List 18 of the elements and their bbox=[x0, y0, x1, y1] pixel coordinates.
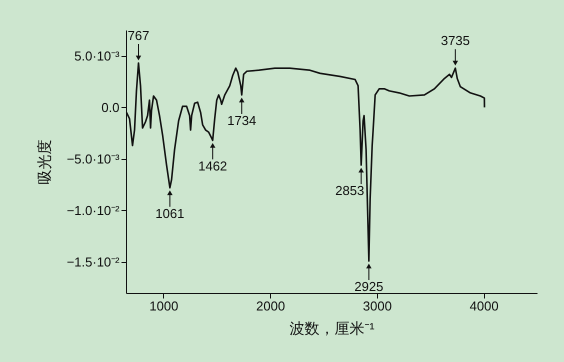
annotation: 1734 bbox=[227, 112, 256, 128]
annotation: 2853 bbox=[335, 183, 364, 198]
annotation: 1061 bbox=[155, 206, 184, 221]
x-tick-label: 1000 bbox=[149, 298, 178, 314]
y-tick-label: 0.0 bbox=[101, 100, 120, 115]
y-axis-title: 吸光度 bbox=[36, 140, 54, 184]
x-tick-label: 2000 bbox=[256, 298, 286, 314]
annotation: 767 bbox=[128, 28, 150, 44]
annotation: 3735 bbox=[440, 33, 470, 48]
x-tick-label: 3000 bbox=[362, 298, 392, 314]
y-tick-label: −5.0·10⁻³ bbox=[66, 151, 120, 166]
y-tick-label: 5.0·10⁻³ bbox=[74, 48, 120, 64]
y-tick-label: −1.0·10⁻² bbox=[66, 202, 120, 218]
x-axis-title: 波数，厘米⁻¹ bbox=[290, 320, 374, 338]
x-tick-label: 4000 bbox=[470, 298, 499, 314]
y-tick-label: −1.5·10⁻² bbox=[66, 254, 120, 270]
annotation: 2925 bbox=[354, 279, 384, 294]
annotation: 1462 bbox=[198, 158, 228, 174]
